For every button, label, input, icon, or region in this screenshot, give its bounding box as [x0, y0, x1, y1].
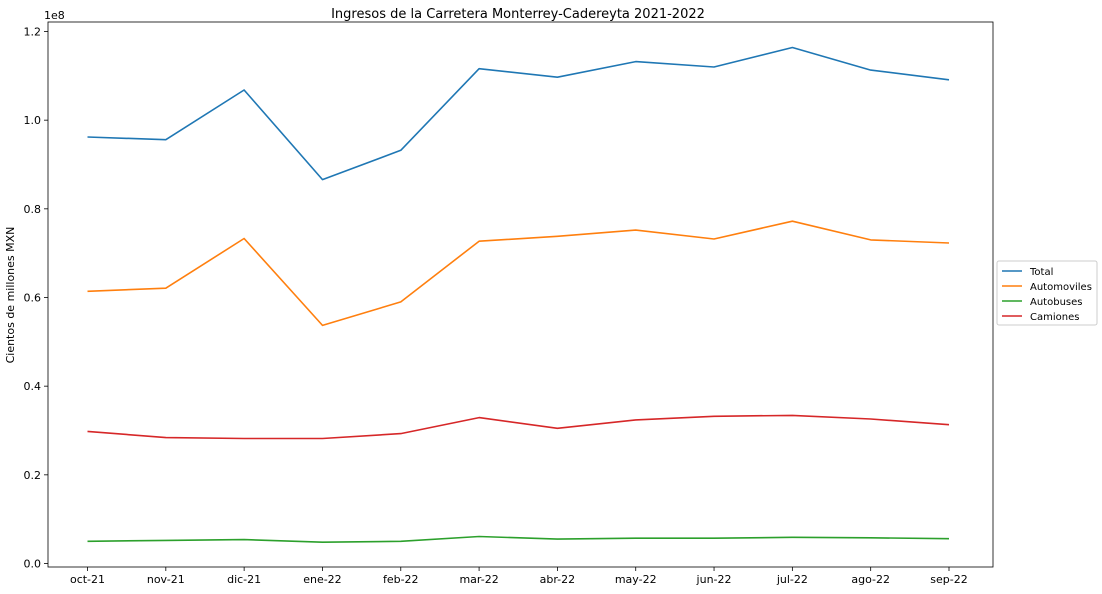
x-tick-label: jul-22	[776, 573, 808, 586]
y-tick-label: 0.8	[24, 203, 42, 216]
x-tick-label: feb-22	[383, 573, 419, 586]
series-line-autobuses	[87, 535, 950, 544]
x-tick-label: nov-21	[147, 573, 185, 586]
legend-label: Automoviles	[1030, 282, 1092, 293]
legend-label: Autobuses	[1030, 297, 1082, 308]
y-axis-label: Cientos de millones MXN	[4, 227, 17, 364]
series-line-camiones	[87, 414, 950, 440]
series-line-automoviles	[87, 220, 950, 327]
x-tick-label: dic-21	[227, 573, 261, 586]
y-tick-label: 0.2	[24, 469, 42, 482]
x-tick-label: may-22	[615, 573, 657, 586]
x-tick-label: ago-22	[851, 573, 890, 586]
x-tick-label: jun-22	[696, 573, 732, 586]
plot-area: 0.0 0.2 0.4 0.6 0.8 1.0 1.2 oct-21 nov-21 dic-21 e…	[24, 21, 994, 586]
x-tick-label: mar-22	[459, 573, 498, 586]
x-tick-label: oct-21	[70, 573, 105, 586]
legend: Total Automoviles Autobuses Camiones	[996, 260, 1098, 326]
axis-offset-label: 1e8	[44, 9, 65, 22]
plot-frame	[47, 21, 994, 568]
y-tick-label: 1.0	[24, 114, 42, 127]
legend-box	[996, 260, 1098, 326]
x-tick-label: ene-22	[303, 573, 341, 586]
y-tick-label: 0.0	[24, 558, 42, 571]
x-tick-label: sep-22	[930, 573, 967, 586]
y-tick-label: 0.6	[24, 292, 42, 305]
x-tick-label: abr-22	[540, 573, 576, 586]
legend-label: Total	[1029, 267, 1053, 278]
chart-title: Ingresos de la Carretera Monterrey-Cader…	[331, 7, 705, 22]
legend-label: Camiones	[1030, 312, 1079, 323]
y-tick-label: 1.2	[24, 26, 42, 39]
series-line-total	[87, 46, 950, 181]
y-tick-label: 0.4	[24, 380, 42, 393]
